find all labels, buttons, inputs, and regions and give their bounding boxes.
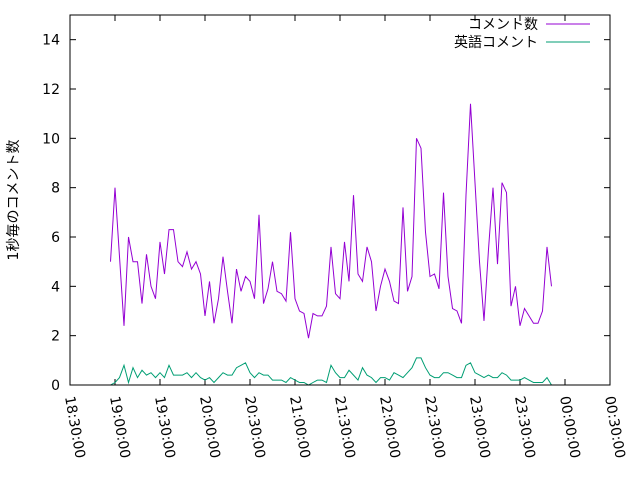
y-tick-label: 2 — [51, 329, 60, 345]
x-axis-ticks: 18:30:00 19:00:00 19:30:00 20:00:00 20:30:00… — [61, 15, 628, 460]
y-tick-label: 12 — [42, 82, 60, 98]
x-tick-label: 20:00:00 — [196, 395, 223, 460]
x-tick-label: 00:00:00 — [556, 395, 583, 460]
y-tick-label: 8 — [51, 181, 60, 197]
y-tick-label: 4 — [51, 279, 60, 295]
x-tick-label: 22:00:00 — [376, 395, 403, 460]
y-axis-ticks: 0 2 4 6 8 10 12 14 — [42, 33, 610, 394]
y-tick-label: 0 — [51, 378, 60, 394]
x-tick-label: 21:30:00 — [331, 395, 358, 460]
y-tick-label: 14 — [42, 33, 60, 49]
legend-label-0: コメント数 — [468, 17, 538, 33]
plot-frame — [69, 14, 611, 386]
x-tick-label: 19:30:00 — [151, 395, 178, 460]
x-tick-label: 00:30:00 — [601, 395, 628, 460]
series-line-0 — [110, 103, 552, 339]
x-tick-label: 21:00:00 — [286, 395, 313, 460]
series-line-1 — [110, 357, 552, 386]
y-tick-label: 10 — [42, 131, 60, 147]
x-tick-label: 23:30:00 — [511, 395, 538, 460]
legend-label-1: 英語コメント — [454, 34, 538, 51]
x-tick-label: 22:30:00 — [421, 395, 448, 460]
x-tick-label: 20:30:00 — [241, 395, 268, 460]
y-axis-label: 1秒毎のコメント数 — [6, 140, 22, 261]
x-tick-label: 19:00:00 — [106, 395, 133, 460]
series-layer — [110, 103, 552, 386]
x-tick-label: 18:30:00 — [61, 395, 88, 460]
y-tick-label: 6 — [51, 230, 60, 246]
x-tick-label: 23:00:00 — [466, 395, 493, 460]
